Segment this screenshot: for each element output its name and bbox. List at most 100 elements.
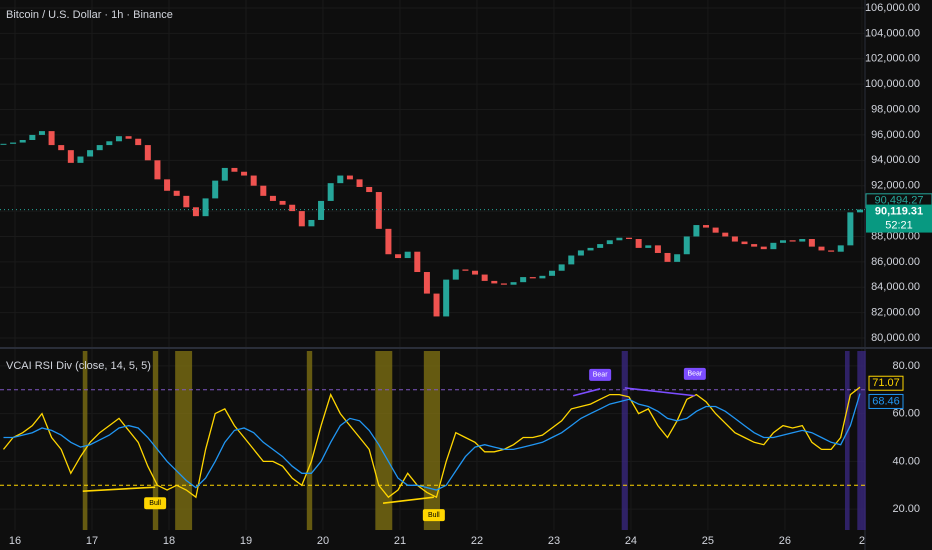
x-tick-label: 26 [779, 535, 791, 547]
candle [433, 293, 440, 317]
candle [154, 160, 161, 180]
candle [221, 167, 228, 181]
last-value-label: 71.07 [872, 377, 900, 389]
candle [289, 204, 296, 212]
candle [279, 200, 286, 205]
y-tick-label: 100,000.00 [865, 78, 920, 90]
y-tick-label: 92,000.00 [871, 180, 920, 192]
candle [558, 264, 565, 271]
candle [606, 240, 613, 245]
last-value-box [868, 375, 904, 391]
candle [366, 186, 373, 193]
candle [847, 212, 854, 246]
candle [491, 280, 498, 284]
candle [712, 227, 719, 233]
candle [414, 251, 421, 273]
divergence-label: Bear [593, 372, 608, 379]
divergence-line [82, 486, 156, 493]
candle [212, 180, 219, 199]
candle [693, 225, 700, 237]
last-price-box [866, 204, 932, 233]
candle [337, 175, 344, 184]
candle [520, 277, 527, 283]
y-tick-label: 40.00 [892, 455, 920, 467]
candle [577, 250, 584, 256]
divergence-badge [683, 367, 706, 380]
candle [789, 240, 796, 242]
y-tick-label: 80.00 [892, 360, 920, 372]
candle [828, 250, 835, 252]
candle [529, 277, 536, 279]
candle [568, 255, 575, 265]
y-tick-label: 86,000.00 [871, 256, 920, 268]
x-tick-label: 18 [163, 535, 175, 547]
divergence-label: Bull [428, 512, 440, 519]
candle [837, 245, 844, 252]
countdown: 52:21 [885, 219, 913, 231]
candle [67, 150, 74, 163]
candle [626, 237, 633, 240]
candle [29, 134, 36, 141]
candle [183, 195, 190, 208]
candle [375, 192, 382, 229]
candle [202, 198, 209, 217]
candle [462, 269, 469, 271]
candle [751, 244, 758, 247]
candle [404, 251, 411, 259]
candle [96, 145, 103, 151]
x-tick-label: 21 [394, 535, 406, 547]
x-tick-label: 16 [9, 535, 21, 547]
y-tick-label: 106,000.00 [865, 2, 920, 14]
x-tick-label: 2 [859, 535, 865, 547]
candle [38, 131, 45, 135]
last-price: 90,119.31 [875, 205, 923, 217]
y-tick-label: 96,000.00 [871, 129, 920, 141]
divergence-label: Bull [149, 500, 161, 507]
candle [780, 240, 787, 243]
x-tick-label: 24 [625, 535, 637, 547]
candle [741, 241, 748, 245]
y-tick-label: 104,000.00 [865, 27, 920, 39]
candle [472, 270, 479, 275]
candle [356, 179, 363, 187]
highlight-zone [844, 351, 850, 530]
candle [616, 237, 623, 241]
highlight-zone [306, 351, 313, 530]
indicator-line [3, 393, 861, 491]
candle [481, 274, 488, 281]
y-tick-label: 84,000.00 [871, 281, 920, 293]
divergence-line [382, 496, 434, 504]
candle [77, 156, 84, 163]
candle [269, 195, 276, 201]
candle [346, 175, 353, 180]
divergence-line [573, 388, 601, 397]
candle [144, 145, 151, 161]
y-tick-label: 20.00 [892, 503, 920, 515]
highlight-zone [423, 351, 441, 530]
candle [770, 242, 777, 250]
chart-title: Bitcoin / U.S. Dollar · 1h · Binance [6, 9, 173, 21]
candle [674, 254, 681, 262]
last-value-box [868, 393, 904, 409]
candle [760, 246, 767, 250]
candle [731, 236, 738, 242]
candle [808, 239, 815, 247]
x-tick-label: 17 [86, 535, 98, 547]
divergence-line [624, 387, 695, 397]
candle [587, 247, 594, 251]
divergence-badge [422, 509, 445, 522]
candle [87, 150, 94, 157]
candle [135, 138, 142, 146]
candle [654, 245, 661, 253]
candle [423, 272, 430, 294]
divergence-badge [144, 497, 167, 510]
candle [19, 140, 26, 143]
reference-price: 90,494.27 [875, 195, 924, 207]
indicator-line [2, 386, 861, 499]
candle [115, 136, 122, 142]
candle [231, 167, 238, 172]
candle [0, 143, 7, 145]
x-tick-label: 19 [240, 535, 252, 547]
divergence-badge [589, 368, 612, 381]
